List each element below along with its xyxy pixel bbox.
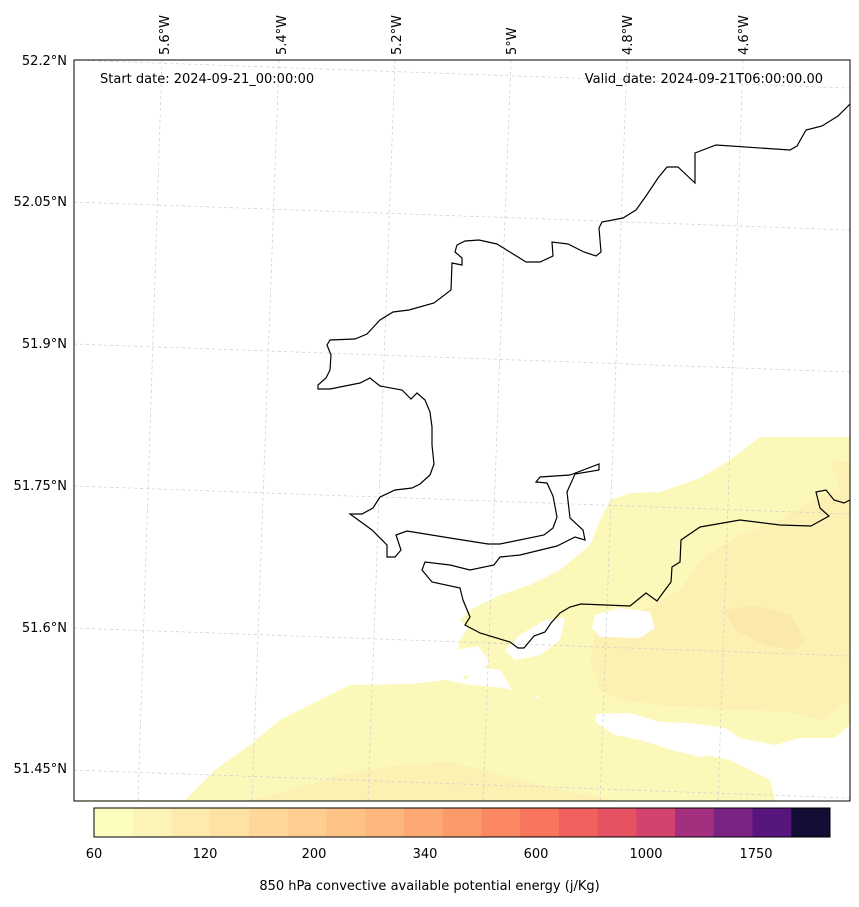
lat-label: 51.9°N bbox=[22, 337, 67, 352]
colorbar-ticks: 60 120 200 340 600 1000 1750 bbox=[86, 847, 773, 862]
colorbar-swatch bbox=[558, 808, 599, 837]
colorbar-swatch bbox=[132, 808, 172, 837]
start-date-text: Start date: 2024-09-21_00:00:00 bbox=[100, 72, 314, 87]
colorbar-swatch bbox=[636, 808, 676, 837]
colorbar-swatch bbox=[481, 808, 521, 837]
lat-label: 51.75°N bbox=[14, 479, 67, 494]
cape-field-core bbox=[725, 605, 805, 650]
colorbar-swatch bbox=[713, 808, 754, 837]
lon-label: 5.4°W bbox=[275, 15, 290, 55]
cape-gap-4 bbox=[595, 713, 720, 757]
colorbar bbox=[94, 808, 831, 837]
lon-label: 4.8°W bbox=[621, 15, 636, 55]
lat-label: 52.2°N bbox=[22, 54, 67, 69]
coastline bbox=[317, 103, 850, 649]
latitude-labels: 52.2°N 52.05°N 51.9°N 51.75°N 51.6°N 51.… bbox=[14, 54, 67, 777]
colorbar-swatch bbox=[94, 808, 134, 837]
colorbar-swatch bbox=[287, 808, 327, 837]
colorbar-swatch bbox=[520, 808, 560, 837]
lon-label: 5°W bbox=[505, 27, 520, 55]
lat-label: 51.45°N bbox=[14, 762, 67, 777]
lat-label: 51.6°N bbox=[22, 621, 67, 636]
colorbar-swatch bbox=[248, 808, 289, 837]
colorbar-swatch bbox=[752, 808, 792, 837]
cape-gap-2 bbox=[505, 618, 565, 660]
cape-field bbox=[74, 437, 850, 801]
colorbar-swatch bbox=[597, 808, 637, 837]
colorbar-frame bbox=[93, 807, 831, 838]
lat-label: 52.05°N bbox=[14, 195, 67, 210]
colorbar-swatch bbox=[791, 808, 831, 837]
colorbar-swatch bbox=[403, 808, 444, 837]
colorbar-swatch bbox=[326, 808, 366, 837]
longitude-labels: 5.6°W 5.4°W 5.2°W 5°W 4.8°W 4.6°W bbox=[158, 15, 752, 55]
lon-label: 4.6°W bbox=[737, 15, 752, 55]
colorbar-tick-label: 200 bbox=[302, 847, 327, 862]
cape-field-south-inner bbox=[250, 762, 620, 801]
colorbar-tick-label: 340 bbox=[413, 847, 438, 862]
colorbar-swatch bbox=[171, 808, 211, 837]
lon-label: 5.6°W bbox=[158, 15, 173, 55]
cape-gap-3 bbox=[445, 646, 490, 676]
map-frame bbox=[73, 59, 851, 802]
colorbar-tick-label: 600 bbox=[524, 847, 549, 862]
colorbar-swatch bbox=[442, 808, 482, 837]
cape-field-southwest bbox=[74, 680, 775, 801]
colorbar-swatch bbox=[210, 808, 250, 837]
lon-label: 5.2°W bbox=[390, 15, 405, 55]
colorbar-tick-label: 60 bbox=[86, 847, 103, 862]
colorbar-swatch bbox=[365, 808, 405, 837]
colorbar-label: 850 hPa convective available potential e… bbox=[259, 879, 600, 894]
cape-gap-1 bbox=[592, 608, 655, 638]
colorbar-tick-label: 1750 bbox=[739, 847, 772, 862]
colorbar-tick-label: 1000 bbox=[629, 847, 662, 862]
colorbar-swatch bbox=[675, 808, 715, 837]
valid-date-text: Valid_date: 2024-09-21T06:00:00.00 bbox=[585, 72, 823, 87]
colorbar-tick-label: 120 bbox=[193, 847, 218, 862]
